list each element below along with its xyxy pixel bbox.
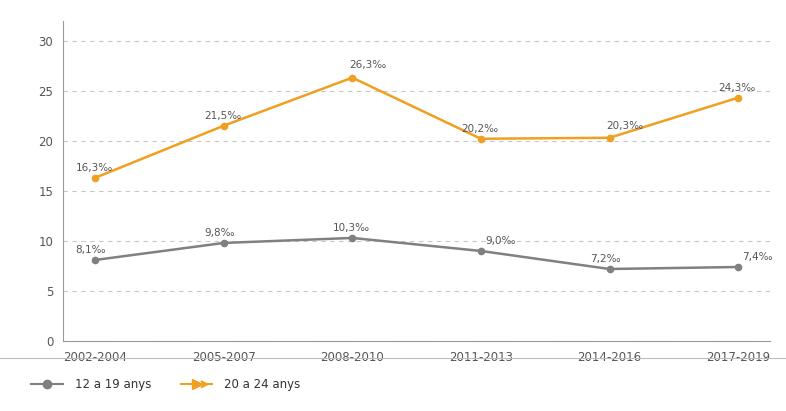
Text: 20,2‰: 20,2‰ — [461, 124, 498, 134]
Text: 7,4‰: 7,4‰ — [742, 252, 773, 262]
Text: 24,3‰: 24,3‰ — [718, 83, 756, 93]
Text: 9,8‰: 9,8‰ — [204, 228, 235, 238]
Text: 21,5‰: 21,5‰ — [204, 111, 241, 121]
Text: 7,2‰: 7,2‰ — [590, 254, 621, 264]
Text: 26,3‰: 26,3‰ — [350, 60, 387, 70]
Text: 9,0‰: 9,0‰ — [485, 236, 516, 246]
Text: 12 a 19 anys: 12 a 19 anys — [75, 378, 151, 391]
Text: 20 a 24 anys: 20 a 24 anys — [224, 378, 300, 391]
Text: 10,3‰: 10,3‰ — [332, 223, 370, 233]
Text: 20,3‰: 20,3‰ — [607, 121, 644, 132]
Text: 8,1‰: 8,1‰ — [75, 245, 106, 255]
Text: 16,3‰: 16,3‰ — [75, 163, 113, 173]
